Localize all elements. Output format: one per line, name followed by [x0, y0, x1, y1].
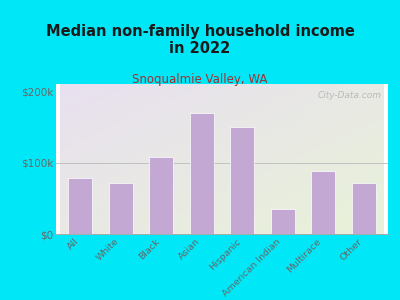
Text: City-Data.com: City-Data.com [317, 92, 381, 100]
Text: Snoqualmie Valley, WA: Snoqualmie Valley, WA [132, 74, 268, 86]
Bar [68, 178, 92, 234]
Bar [230, 127, 254, 234]
Bar [270, 209, 295, 234]
Text: Median non-family household income
in 2022: Median non-family household income in 20… [46, 24, 354, 56]
Bar [190, 112, 214, 234]
Bar [352, 183, 376, 234]
Bar [149, 157, 174, 234]
Bar [311, 171, 335, 234]
Bar [109, 183, 133, 234]
